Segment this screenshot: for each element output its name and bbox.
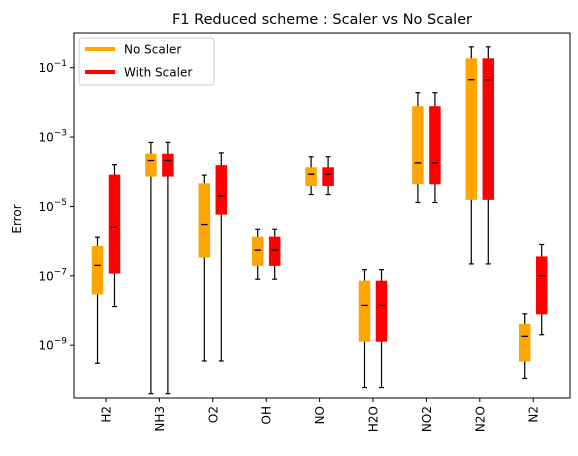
axes-frame (73, 32, 571, 399)
tick-layer: 10−9 10−7 10−5 10−3 10−1 H2 NH3 O2 OH NO H2O NO2 N2O… (38, 59, 540, 432)
iqr-box (215, 165, 228, 215)
x-tick-label: N2 (527, 406, 541, 423)
legend-label-with-scaler: With Scaler (124, 66, 192, 80)
iqr-box (322, 167, 334, 187)
chart-title: F1 Reduced scheme : Scaler vs No Scaler (172, 12, 472, 28)
iqr-box (268, 236, 281, 266)
iqr-box (412, 106, 424, 185)
box-with-scaler (482, 46, 495, 265)
box-no-scaler (412, 92, 424, 204)
iqr-box (429, 106, 441, 185)
x-tick-label: NO (313, 406, 327, 424)
box-no-scaler (305, 156, 317, 196)
iqr-box (305, 167, 317, 187)
legend-label-no-scaler: No Scaler (124, 43, 181, 57)
iqr-box (162, 153, 174, 177)
box-with-scaler (535, 243, 548, 336)
iqr-box (91, 245, 104, 295)
box-no-scaler (358, 269, 371, 389)
y-tick-label: 10−5 (38, 198, 67, 214)
iqr-box (198, 183, 211, 258)
y-axis-label: Error (10, 204, 24, 233)
box-with-scaler (429, 92, 441, 204)
box-no-scaler (91, 236, 104, 364)
iqr-box (251, 236, 264, 266)
box-with-scaler (322, 156, 334, 196)
iqr-box (358, 280, 371, 342)
x-tick-label: N2O (473, 406, 487, 432)
box-with-scaler (215, 152, 228, 362)
legend: No Scaler With Scaler (78, 37, 215, 86)
iqr-box (375, 280, 388, 342)
y-tick-label: 10−7 (38, 267, 67, 283)
x-tick-label: OH (260, 406, 274, 424)
iqr-box (482, 58, 495, 200)
iqr-box (535, 256, 548, 315)
box-no-scaler (145, 141, 157, 395)
iqr-box (145, 153, 157, 177)
box-layer (91, 46, 548, 395)
box-no-scaler (198, 174, 211, 362)
box-with-scaler (375, 269, 388, 389)
box-with-scaler (108, 164, 121, 308)
box-no-scaler (251, 228, 264, 280)
x-tick-label: H2O (367, 406, 381, 432)
x-tick-label: NH3 (153, 406, 167, 432)
x-tick-label: H2 (100, 406, 114, 423)
box-no-scaler (465, 46, 478, 265)
x-tick-label: O2 (206, 406, 220, 423)
x-tick-label: NO2 (420, 406, 434, 432)
iqr-box (108, 174, 121, 274)
iqr-box (465, 58, 478, 200)
box-with-scaler (162, 141, 174, 395)
y-tick-label: 10−9 (38, 337, 67, 353)
box-with-scaler (268, 228, 281, 280)
iqr-box (518, 323, 531, 362)
y-tick-label: 10−1 (38, 59, 67, 75)
box-no-scaler (518, 313, 531, 380)
y-tick-label: 10−3 (38, 129, 67, 145)
